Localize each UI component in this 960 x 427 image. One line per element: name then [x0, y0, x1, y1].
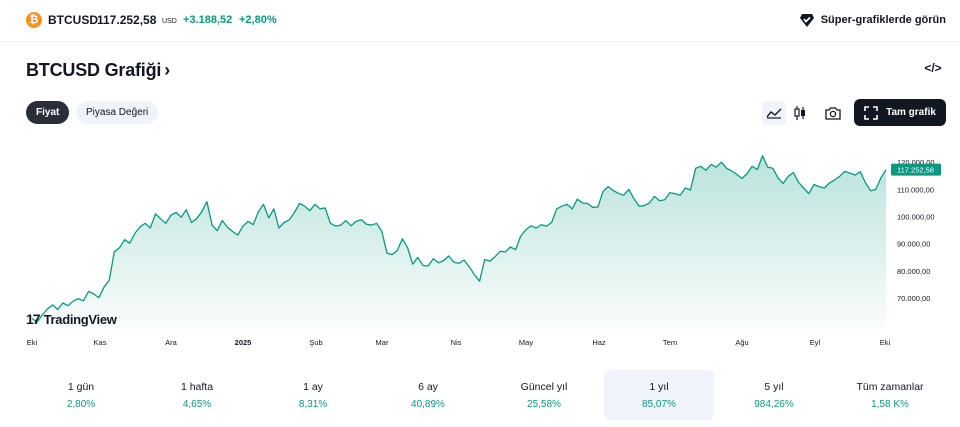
- period-label: Tüm zamanlar: [856, 381, 924, 393]
- x-tick-label: May: [519, 338, 533, 347]
- tradingview-logo-icon: 17: [26, 311, 41, 327]
- supercharts-icon: [799, 13, 814, 27]
- x-tick-label: Eyl: [810, 338, 821, 347]
- period-label: 1 gün: [67, 381, 95, 393]
- x-tick-label: Haz: [592, 338, 606, 347]
- ticker-change: +3.188,52: [183, 14, 233, 26]
- ticker-bar: ₿ BTCUSD 117.252,58 USD +3.188,52 +2,80%…: [0, 0, 960, 42]
- x-tick-label: Eki: [27, 338, 38, 347]
- period-all[interactable]: Tüm zamanlar 1,58 K%: [835, 370, 945, 420]
- y-tick-label: 100.000,00: [897, 213, 935, 222]
- period-value: 4,65%: [182, 399, 212, 410]
- super-charts-label: Süper-grafiklerde görün: [820, 14, 946, 26]
- candles-icon: [794, 106, 805, 120]
- x-tick-label: Mar: [376, 338, 389, 347]
- full-chart-button[interactable]: Tam grafik: [854, 99, 946, 126]
- period-5y[interactable]: 5 yıl 984,26%: [719, 370, 829, 420]
- period-ytd[interactable]: Güncel yıl 25,58%: [489, 370, 599, 420]
- price-chart[interactable]: 120.000,00 110.000,00 100.000,00 90.000,00 8…: [0, 135, 960, 355]
- y-tick-label: 80.000,00: [897, 267, 930, 276]
- period-1y[interactable]: 1 yıl 85,07%: [604, 370, 714, 420]
- period-1m[interactable]: 1 ay 8,31%: [258, 370, 368, 420]
- current-price-label: 117.252,58: [897, 166, 934, 175]
- period-selector: 1 gün 2,80% 1 hafta 4,65% 1 ay 8,31% 6 a…: [0, 370, 960, 420]
- ticker-price: 117.252,58: [97, 13, 157, 27]
- period-value: 85,07%: [642, 399, 676, 410]
- y-tick-label: 90.000,00: [897, 240, 930, 249]
- period-value: 1,58 K%: [871, 399, 909, 410]
- y-tick-label: 70.000,00: [897, 294, 930, 303]
- period-label: 5 yıl: [764, 381, 784, 393]
- y-tick-label: 110.000,00: [897, 185, 934, 194]
- x-tick-label: Şub: [309, 338, 322, 347]
- period-label: 6 ay: [418, 381, 438, 393]
- page-title-text: BTCUSD Grafiği: [26, 60, 162, 80]
- area-chart-button[interactable]: [762, 101, 786, 125]
- x-tick-label: Tem: [663, 338, 677, 347]
- ticker-symbol: BTCUSD: [48, 13, 98, 27]
- period-label: 1 hafta: [180, 381, 214, 393]
- screenshot-button[interactable]: [821, 101, 845, 125]
- ticker-currency: USD: [162, 18, 177, 25]
- x-tick-label: Ağu: [735, 338, 748, 347]
- period-label: 1 yıl: [649, 381, 669, 393]
- price-area: [32, 155, 886, 328]
- full-chart-label: Tam grafik: [886, 107, 936, 118]
- period-value: 984,26%: [754, 399, 794, 410]
- period-1d[interactable]: 1 gün 2,80%: [26, 370, 136, 420]
- page-title[interactable]: BTCUSD Grafiği ›: [26, 60, 170, 81]
- period-value: 2,80%: [66, 399, 96, 410]
- super-charts-link[interactable]: Süper-grafiklerde görün: [799, 10, 946, 30]
- period-6m[interactable]: 6 ay 40,89%: [373, 370, 483, 420]
- current-price-tag: [891, 163, 941, 176]
- area-chart-icon: [766, 108, 782, 119]
- tab-market-cap[interactable]: Piyasa Değeri: [76, 101, 159, 124]
- x-tick-label: Eki: [880, 338, 891, 347]
- x-tick-label: Ara: [165, 338, 178, 347]
- camera-icon: [825, 107, 841, 120]
- period-label: 1 ay: [303, 381, 323, 393]
- tab-price[interactable]: Fiyat: [26, 101, 70, 124]
- chevron-right-icon: ›: [164, 60, 171, 80]
- bitcoin-icon: ₿: [26, 12, 42, 28]
- ticker-change-percent: +2,80%: [239, 14, 277, 26]
- price-line: [31, 155, 887, 323]
- period-label: Güncel yıl: [520, 381, 568, 393]
- fullscreen-icon: [864, 105, 878, 120]
- x-tick-label: Nis: [451, 338, 462, 347]
- y-tick-label: 120.000,00: [897, 158, 935, 167]
- x-tick-label: Kas: [94, 338, 107, 347]
- embed-code-icon[interactable]: </>: [924, 61, 942, 75]
- period-value: 8,31%: [298, 399, 328, 410]
- candles-button[interactable]: [788, 101, 812, 125]
- period-1w[interactable]: 1 hafta 4,65%: [142, 370, 252, 420]
- period-value: 25,58%: [527, 399, 561, 410]
- x-tick-label: 2025: [235, 338, 252, 347]
- tradingview-logo: 17 TradingView: [26, 311, 117, 327]
- period-value: 40,89%: [411, 399, 445, 410]
- tradingview-logo-text: TradingView: [43, 311, 117, 327]
